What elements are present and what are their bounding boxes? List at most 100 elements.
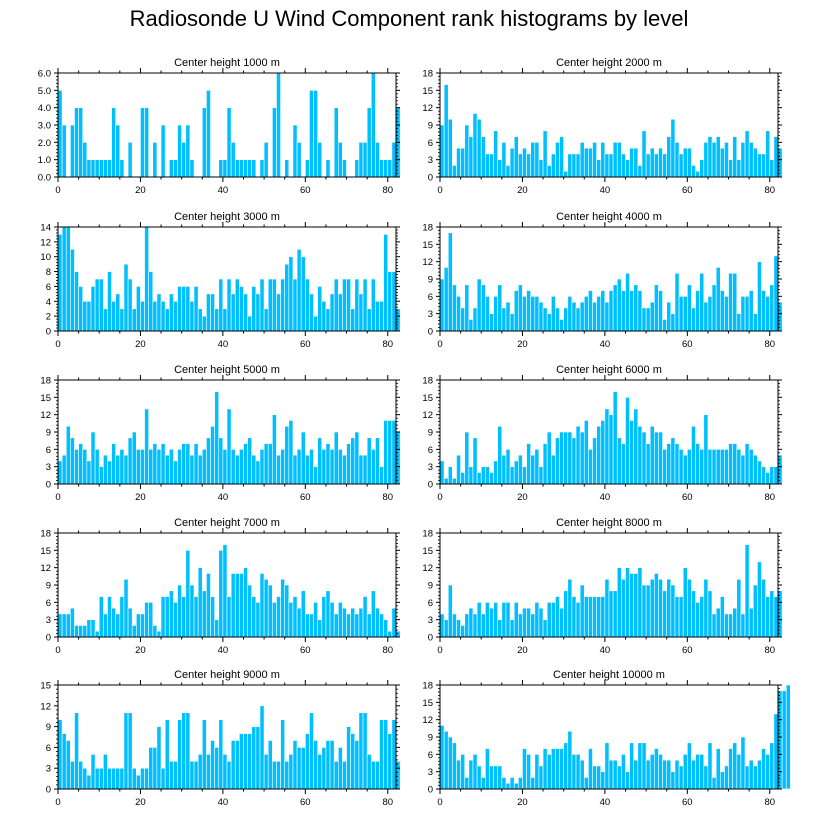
histogram-panel-3: Center height 3000 m 0 2 4 6 8 10 12 14 0 20 40 60 80: [40, 211, 401, 350]
histogram-bar: [70, 248, 75, 332]
panel-frame: [57, 226, 397, 332]
histogram-bar: [757, 460, 762, 485]
histogram-bar: [629, 147, 635, 178]
histogram-bar: [728, 443, 733, 485]
histogram-bar: [391, 719, 397, 790]
histogram-bar: [476, 472, 482, 485]
histogram-bar: [370, 760, 376, 790]
histogram-bar: [111, 767, 117, 790]
x-tick-label: 80: [382, 492, 393, 503]
histogram-bar: [765, 596, 771, 638]
histogram-bar: [313, 740, 318, 790]
histogram-bar: [641, 130, 647, 178]
histogram-bar: [666, 578, 672, 638]
histogram-bar: [497, 619, 503, 638]
histogram-bar: [468, 466, 474, 485]
histogram-bar: [612, 284, 618, 332]
histogram-bar: [276, 293, 281, 332]
histogram-bar: [773, 713, 779, 790]
histogram-bar: [592, 596, 597, 638]
histogram-bar: [538, 765, 544, 790]
histogram-bar: [464, 284, 470, 332]
histogram-bar: [107, 767, 112, 790]
x-tick-label: 20: [517, 645, 528, 656]
histogram-bar: [354, 740, 360, 790]
histogram-bar: [370, 590, 376, 638]
histogram-bar: [452, 613, 457, 638]
histogram-bar: [226, 596, 232, 638]
histogram-bar: [732, 607, 738, 638]
histogram-bar: [309, 90, 314, 178]
histogram-bar: [563, 170, 569, 178]
panel-title: Center height 7000 m: [174, 517, 280, 529]
histogram-bar: [456, 619, 461, 638]
histogram-bar: [600, 771, 606, 790]
histogram-bar: [509, 619, 515, 638]
histogram-bar: [530, 777, 536, 790]
histogram-bar: [127, 278, 133, 332]
histogram-bar: [456, 147, 461, 178]
y-tick-label: 12: [40, 410, 51, 421]
histogram-bar: [604, 153, 610, 178]
histogram-bar: [61, 124, 67, 178]
histogram-bar: [765, 754, 771, 790]
histogram-bar: [489, 153, 494, 178]
histogram-bar: [313, 90, 318, 178]
histogram-bar: [210, 425, 215, 485]
histogram-bar: [724, 765, 729, 790]
histogram-bar: [522, 147, 527, 178]
x-tick-label: 80: [764, 645, 775, 656]
histogram-bar: [691, 590, 696, 638]
histogram-bar: [197, 308, 203, 332]
histogram-bar: [567, 730, 573, 790]
histogram-bar: [757, 153, 762, 178]
x-tick-label: 60: [300, 492, 311, 503]
histogram-bar: [612, 142, 618, 178]
y-tick-label: 6: [46, 445, 51, 456]
histogram-bar: [456, 454, 461, 485]
histogram-bar: [201, 590, 207, 638]
histogram-bar: [658, 754, 663, 790]
x-tick-label: 80: [764, 492, 775, 503]
histogram-bar: [546, 313, 552, 332]
histogram-bar: [317, 619, 323, 638]
histogram-bar: [354, 613, 360, 638]
x-tick-label: 60: [682, 492, 693, 503]
histogram-bar: [375, 437, 380, 485]
histogram-bar: [177, 124, 182, 178]
histogram-bar: [460, 307, 466, 332]
histogram-bar: [94, 449, 100, 485]
histogram-bar: [288, 754, 294, 790]
y-tick-label: 12: [422, 715, 433, 726]
histogram-bar: [596, 159, 602, 178]
histogram-bar: [259, 705, 265, 790]
y-tick-label: 18: [422, 223, 433, 234]
histogram-bar: [107, 460, 112, 485]
histogram-bar: [452, 477, 457, 485]
histogram-bar: [443, 619, 449, 638]
x-tick-label: 40: [218, 645, 229, 656]
x-tick-label: 80: [382, 185, 393, 196]
histogram-bar: [173, 300, 178, 332]
histogram-bar: [579, 584, 585, 638]
histogram-bar: [333, 107, 339, 178]
histogram-bar: [546, 165, 552, 178]
histogram-bar: [485, 153, 490, 178]
histogram-bar: [761, 578, 766, 638]
histogram-bar: [460, 754, 466, 790]
panel-title: Center height 1000 m: [174, 57, 280, 69]
histogram-bar: [391, 420, 397, 485]
x-tick-label: 0: [437, 492, 442, 503]
histogram-bar: [509, 313, 515, 332]
histogram-bar: [90, 159, 96, 178]
histogram-bar: [472, 437, 478, 485]
histogram-bar: [468, 759, 474, 790]
histogram-bar: [288, 256, 294, 332]
histogram-bar: [732, 136, 738, 178]
histogram-bar: [608, 414, 614, 485]
histogram-bar: [674, 596, 680, 638]
histogram-bar: [288, 420, 294, 485]
histogram-bar: [86, 159, 92, 178]
histogram-bar: [575, 307, 581, 332]
histogram-bar: [596, 425, 602, 485]
